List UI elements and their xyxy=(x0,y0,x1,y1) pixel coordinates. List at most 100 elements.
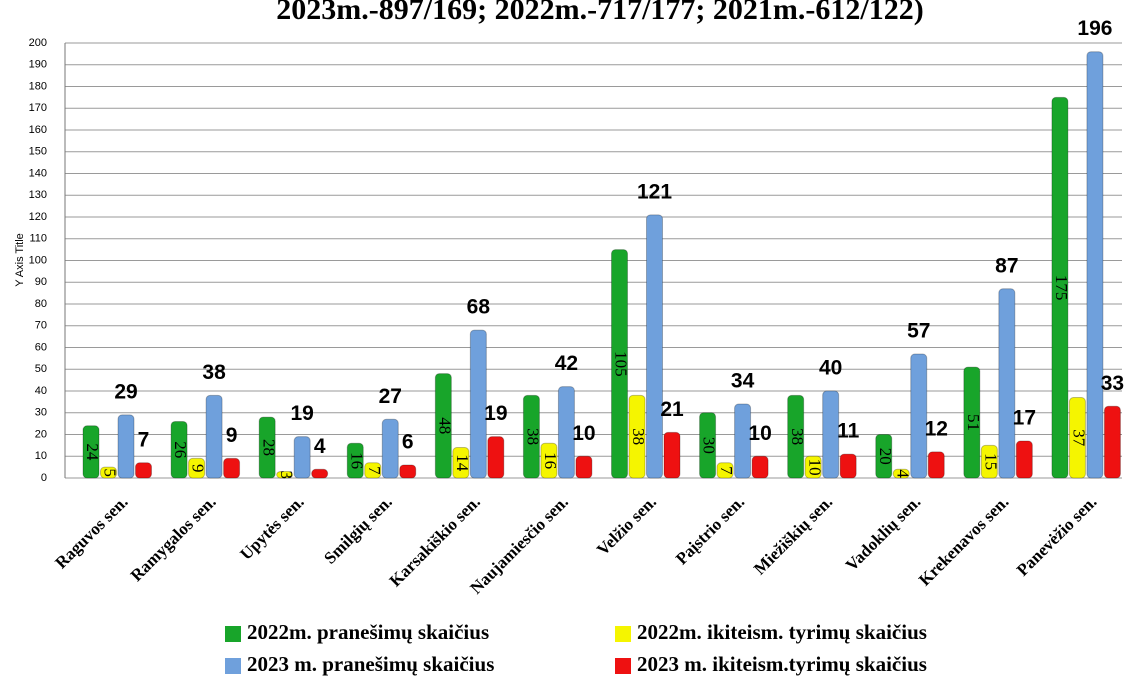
data-label: 24 xyxy=(83,443,102,461)
y-tick-label: 40 xyxy=(35,385,47,397)
data-label: 17 xyxy=(1013,407,1036,430)
data-label: 11 xyxy=(837,420,860,443)
chart: 2023m.-897/169; 2022m.-717/177; 2021m.-6… xyxy=(0,0,1136,684)
data-label: 51 xyxy=(964,414,983,431)
data-label: 38 xyxy=(629,428,648,445)
y-tick-label: 170 xyxy=(29,102,47,114)
data-label: 4 xyxy=(893,469,912,478)
data-label: 7 xyxy=(717,466,736,475)
data-label: 34 xyxy=(731,370,755,393)
data-label: 38 xyxy=(788,428,807,445)
bar xyxy=(118,415,134,478)
legend-label: 2022m. pranešimų skaičius xyxy=(247,620,489,644)
data-label: 33 xyxy=(1101,372,1124,395)
data-label: 42 xyxy=(555,352,578,375)
data-label: 10 xyxy=(748,422,771,445)
data-label: 121 xyxy=(637,180,672,203)
bar xyxy=(928,452,944,478)
data-label: 105 xyxy=(612,351,631,377)
data-label: 26 xyxy=(171,441,190,458)
data-label: 30 xyxy=(700,437,719,454)
data-label: 7 xyxy=(138,428,150,451)
x-tick-label: Smilgių sen. xyxy=(320,492,396,568)
legend-swatch xyxy=(615,626,631,642)
y-tick-label: 90 xyxy=(35,276,47,288)
bar xyxy=(488,437,504,478)
x-tick-label: Naujamiesčio sen. xyxy=(466,492,572,598)
x-tick-label: Paįstrio sen. xyxy=(672,492,748,568)
data-label: 21 xyxy=(660,398,684,421)
bar xyxy=(1087,52,1103,478)
bar xyxy=(206,395,222,478)
y-tick-label: 120 xyxy=(29,211,47,223)
data-label: 68 xyxy=(467,296,491,319)
y-tick-label: 80 xyxy=(35,298,47,310)
bar xyxy=(664,432,680,478)
data-label: 87 xyxy=(995,254,1018,277)
legend-swatch xyxy=(225,626,241,642)
data-label: 15 xyxy=(981,453,1000,470)
y-tick-label: 110 xyxy=(29,233,47,245)
x-tick-label: Miežiškių sen. xyxy=(750,492,836,578)
bar xyxy=(576,456,592,478)
data-label: 40 xyxy=(819,357,842,380)
x-tick-label: Krekenavos sen. xyxy=(915,492,1012,589)
data-label: 57 xyxy=(907,320,930,343)
y-tick-label: 180 xyxy=(29,80,47,92)
data-label: 27 xyxy=(379,385,402,408)
data-label: 196 xyxy=(1077,17,1112,40)
bar xyxy=(294,437,310,478)
data-label: 38 xyxy=(202,361,226,384)
data-label: 10 xyxy=(572,422,595,445)
data-label: 9 xyxy=(226,424,238,447)
bar xyxy=(224,458,240,478)
bar xyxy=(1104,406,1120,478)
data-label: 16 xyxy=(347,452,366,469)
y-tick-label: 10 xyxy=(35,450,47,462)
x-tick-label: Velžio sen. xyxy=(593,492,660,559)
data-label: 20 xyxy=(876,448,895,465)
legend-label: 2023 m. pranešimų skaičius xyxy=(247,652,494,676)
y-tick-label: 0 xyxy=(41,472,47,484)
x-tick-label: Karsakiškio sen. xyxy=(386,492,484,590)
y-tick-label: 20 xyxy=(35,428,47,440)
x-tick-label: Ramygalos sen. xyxy=(127,492,220,585)
x-tick-label: Upytės sen. xyxy=(236,492,308,564)
x-tick-label: Panevėžio sen. xyxy=(1013,492,1101,580)
x-tick-label: Raguvos sen. xyxy=(51,492,131,572)
legend-label: 2023 m. ikiteism.tyrimų skaičius xyxy=(637,652,927,676)
y-tick-label: 130 xyxy=(29,189,47,201)
data-label: 9 xyxy=(189,464,208,473)
bar xyxy=(752,456,768,478)
data-label: 19 xyxy=(484,402,507,425)
data-label: 28 xyxy=(259,439,278,456)
y-tick-label: 70 xyxy=(35,320,47,332)
data-label: 6 xyxy=(402,430,414,453)
data-label: 38 xyxy=(524,428,543,445)
bar xyxy=(382,419,398,478)
bar xyxy=(312,469,328,478)
y-axis-title: Y Axis Title xyxy=(14,233,26,287)
y-tick-label: 200 xyxy=(29,37,47,49)
legend-swatch xyxy=(225,658,241,674)
bar xyxy=(840,454,856,478)
data-label: 4 xyxy=(314,435,326,458)
data-label: 7 xyxy=(365,466,384,475)
data-label: 48 xyxy=(435,417,454,434)
bar xyxy=(1016,441,1032,478)
bar xyxy=(647,215,663,478)
chart-title: 2023m.-897/169; 2022m.-717/177; 2021m.-6… xyxy=(276,0,923,26)
bar xyxy=(400,465,416,478)
y-tick-label: 160 xyxy=(29,124,47,136)
y-tick-label: 100 xyxy=(29,254,47,266)
data-label: 19 xyxy=(290,402,313,425)
y-tick-label: 30 xyxy=(35,407,47,419)
bar xyxy=(999,289,1015,478)
y-tick-label: 190 xyxy=(29,59,47,71)
legend-label: 2022m. ikiteism. tyrimų skaičius xyxy=(637,620,927,644)
bar xyxy=(911,354,927,478)
y-tick-label: 50 xyxy=(35,363,47,375)
bar xyxy=(136,463,152,478)
data-label: 37 xyxy=(1070,429,1089,447)
data-label: 3 xyxy=(277,470,296,479)
